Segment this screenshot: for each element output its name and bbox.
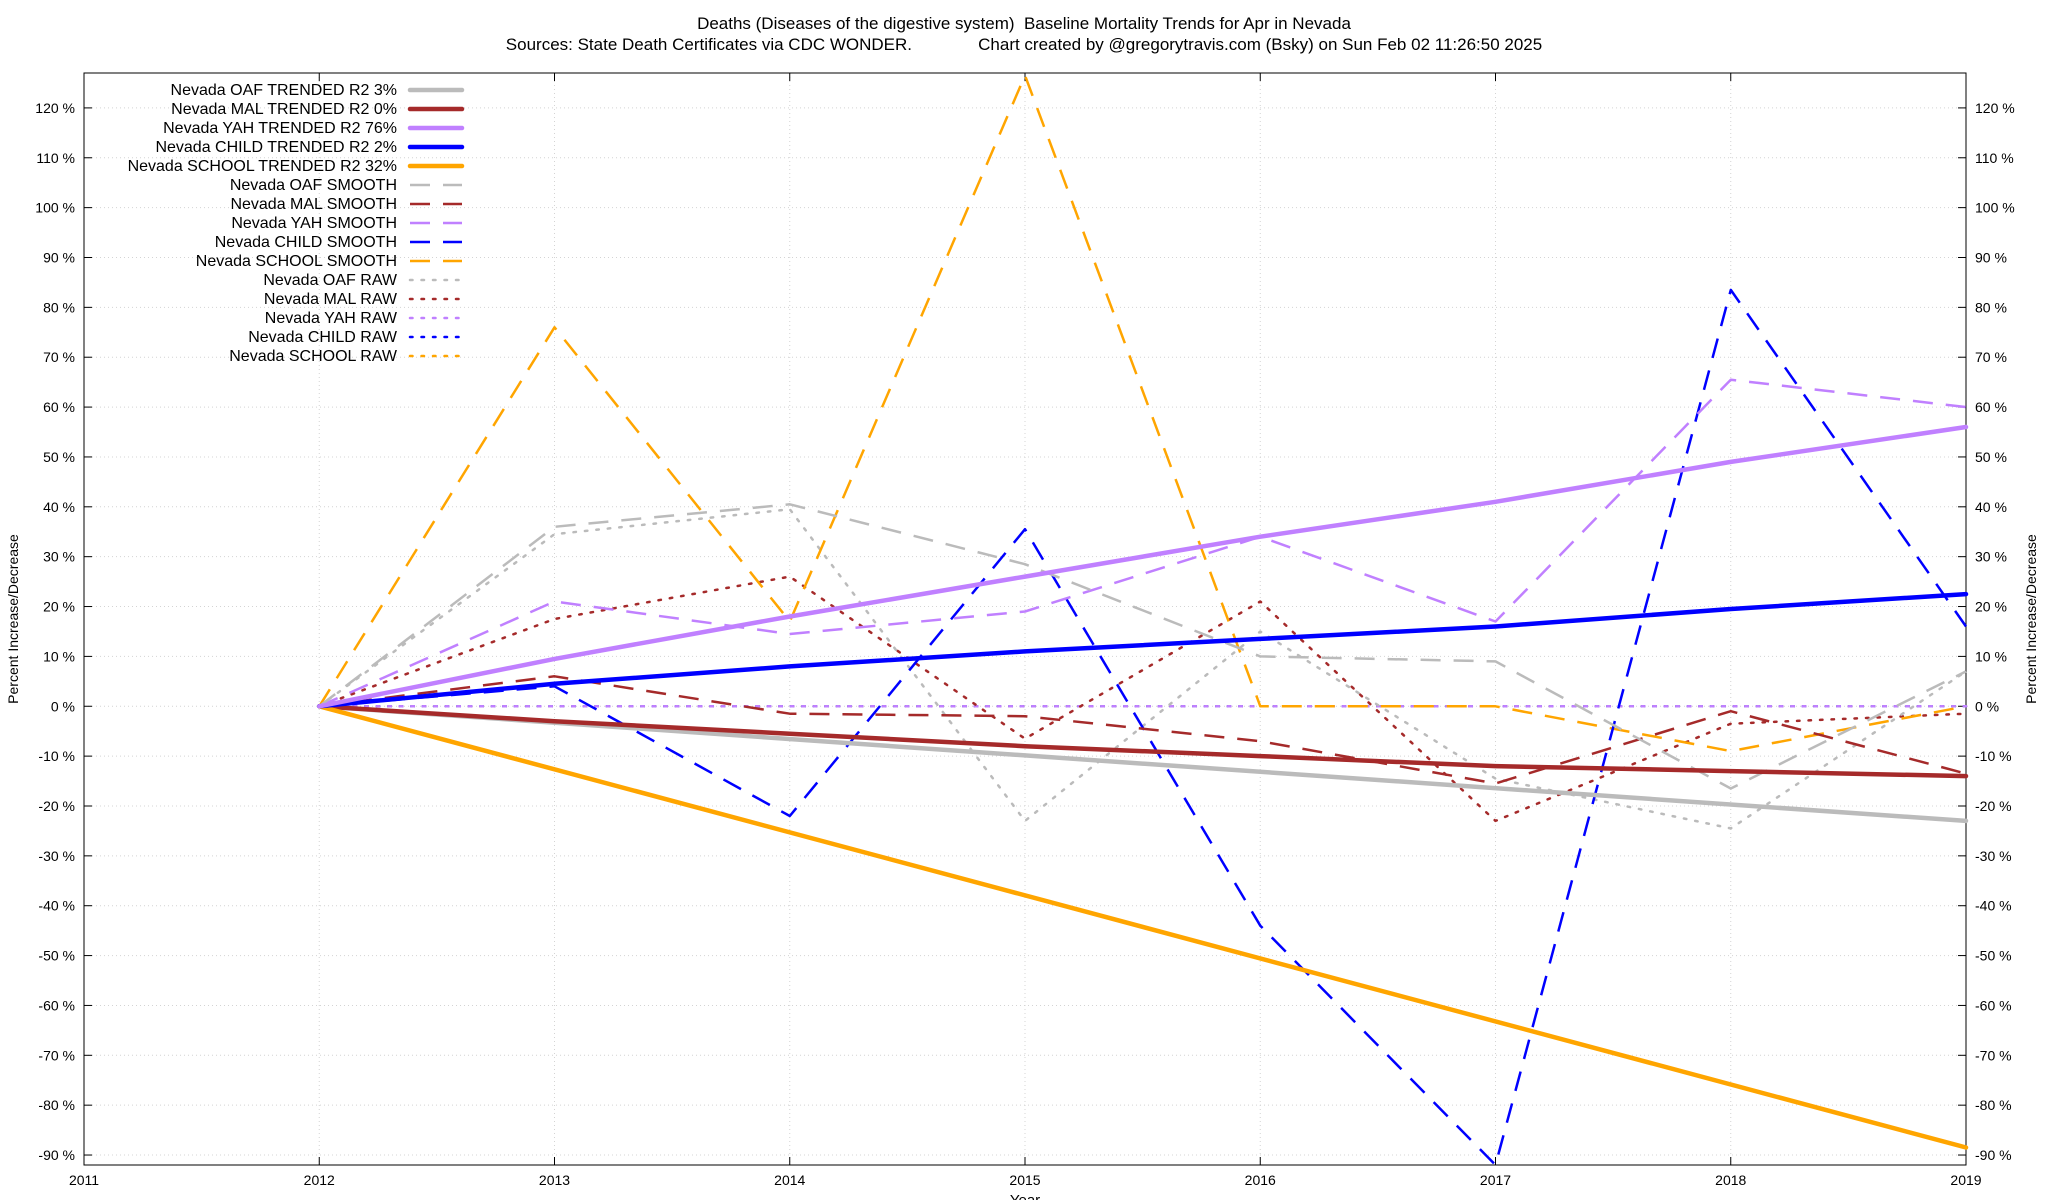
axis-layer: -90 % -90 % -80 % -80 % -70 % -70 % -60 % -60 %… (35, 73, 2015, 1188)
y-tick-label-right: -20 % (1975, 798, 2012, 814)
y-tick-label-right: -80 % (1975, 1097, 2012, 1113)
y-tick-label-right: 110 % (1975, 150, 2014, 166)
y-tick-label-right: 40 % (1975, 499, 2007, 515)
series-line-nevada-school-trended-r2-32 (317, 704, 1969, 1150)
y-tick-label-right: 120 % (1975, 100, 2015, 116)
series-line-nevada-school-smooth (318, 74, 1967, 753)
y-tick-label-right: 70 % (1975, 349, 2007, 365)
y-tick-label-right: -10 % (1975, 748, 2012, 764)
y-axis-label-left: Percent Increase/Decrease (5, 534, 21, 704)
y-tick-label-left: 0 % (51, 698, 75, 714)
y-tick-label-right: -40 % (1975, 898, 2012, 914)
legend-label: Nevada MAL SMOOTH (230, 196, 397, 213)
x-tick-label: 2015 (1009, 1172, 1040, 1188)
y-tick-label-left: 20 % (43, 599, 75, 615)
x-axis-label: Year (1010, 1192, 1040, 1200)
y-tick-label-left: 120 % (35, 100, 75, 116)
y-axis-label-right: Percent Increase/Decrease (2023, 534, 2039, 704)
y-tick-label-right: 0 % (1975, 698, 1999, 714)
y-tick-label-right: -90 % (1975, 1147, 2012, 1163)
y-tick-label-left: 110 % (36, 150, 75, 166)
series-line-nevada-mal-raw (318, 575, 1968, 823)
y-tick-label-left: -60 % (38, 997, 75, 1013)
y-tick-label-left: -80 % (38, 1097, 75, 1113)
y-tick-label-left: -20 % (38, 798, 75, 814)
legend-label: Nevada CHILD TRENDED R2 2% (155, 139, 397, 156)
y-tick-label-left: -40 % (38, 898, 75, 914)
y-tick-label-left: 40 % (43, 499, 75, 515)
y-tick-label-left: 90 % (43, 249, 75, 265)
legend-label: Nevada YAH SMOOTH (231, 215, 397, 232)
x-tick-label: 2011 (69, 1172, 99, 1188)
legend-label: Nevada YAH TRENDED R2 76% (163, 120, 397, 137)
y-tick-label-left: -30 % (38, 848, 75, 864)
y-tick-label-right: -70 % (1975, 1047, 2012, 1063)
y-tick-label-right: -50 % (1975, 948, 2012, 964)
legend-label: Nevada MAL RAW (264, 291, 398, 308)
y-tick-label-right: 50 % (1975, 449, 2007, 465)
y-tick-label-right: 30 % (1975, 549, 2007, 565)
y-tick-label-left: 30 % (43, 549, 75, 565)
x-tick-label: 2014 (774, 1172, 805, 1188)
chart-subtitle: Sources: State Death Certificates via CD… (505, 35, 1543, 54)
legend-label: Nevada CHILD RAW (248, 329, 398, 346)
x-tick-label: 2016 (1245, 1172, 1276, 1188)
x-tick-label: 2018 (1715, 1172, 1746, 1188)
y-tick-label-left: 60 % (43, 399, 75, 415)
legend-label: Nevada CHILD SMOOTH (215, 234, 397, 251)
grid-layer (83, 73, 1967, 1165)
series-layer (317, 74, 1969, 1167)
series-line-nevada-yah-smooth (318, 378, 1967, 708)
series-line-nevada-yah-trended-r2-76 (317, 424, 1969, 709)
y-tick-label-right: -30 % (1975, 848, 2012, 864)
y-tick-label-left: -10 % (38, 748, 75, 764)
chart-title: Deaths (Diseases of the digestive system… (697, 14, 1351, 33)
y-tick-label-left: 100 % (35, 200, 75, 216)
series-line-nevada-mal-trended-r2-0 (317, 704, 1969, 779)
y-tick-label-right: 100 % (1975, 200, 2015, 216)
legend-label: Nevada SCHOOL SMOOTH (196, 253, 397, 270)
legend: Nevada OAF TRENDED R2 3% Nevada MAL TREND… (128, 82, 465, 365)
y-tick-label-right: 60 % (1975, 399, 2007, 415)
legend-label: Nevada SCHOOL TRENDED R2 32% (128, 158, 397, 175)
y-tick-label-left: 80 % (43, 299, 75, 315)
y-tick-label-right: 90 % (1975, 249, 2007, 265)
x-tick-label: 2012 (304, 1172, 335, 1188)
legend-label: Nevada OAF TRENDED R2 3% (171, 82, 397, 99)
y-tick-label-right: 10 % (1975, 648, 2007, 664)
x-tick-label: 2017 (1480, 1172, 1511, 1188)
x-tick-label: 2019 (1950, 1172, 1981, 1188)
legend-label: Nevada SCHOOL RAW (229, 348, 398, 365)
y-tick-label-right: 80 % (1975, 299, 2007, 315)
y-tick-label-left: -50 % (38, 948, 75, 964)
y-tick-label-right: 20 % (1975, 599, 2007, 615)
legend-label: Nevada YAH RAW (265, 310, 398, 327)
legend-label: Nevada OAF SMOOTH (230, 177, 397, 194)
series-line-nevada-child-trended-r2-2 (317, 591, 1969, 709)
legend-label: Nevada MAL TRENDED R2 0% (171, 101, 397, 118)
y-tick-label-left: -70 % (38, 1047, 75, 1063)
series-line-nevada-oaf-smooth (318, 503, 1967, 790)
y-tick-label-left: 70 % (43, 349, 75, 365)
y-tick-label-left: -90 % (38, 1147, 75, 1163)
y-tick-label-left: 10 % (43, 648, 75, 664)
y-tick-label-right: -60 % (1975, 997, 2012, 1013)
y-tick-label-left: 50 % (43, 449, 75, 465)
legend-label: Nevada OAF RAW (263, 272, 398, 289)
x-tick-label: 2013 (539, 1172, 570, 1188)
